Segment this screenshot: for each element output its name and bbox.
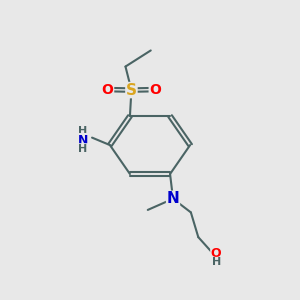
Text: N: N bbox=[78, 134, 88, 147]
Text: H: H bbox=[79, 126, 88, 136]
Text: S: S bbox=[126, 82, 137, 98]
Text: O: O bbox=[102, 82, 114, 97]
Text: O: O bbox=[149, 82, 161, 97]
Text: H: H bbox=[79, 144, 88, 154]
Text: H: H bbox=[212, 257, 221, 267]
Text: O: O bbox=[211, 247, 221, 260]
Text: N: N bbox=[167, 191, 179, 206]
